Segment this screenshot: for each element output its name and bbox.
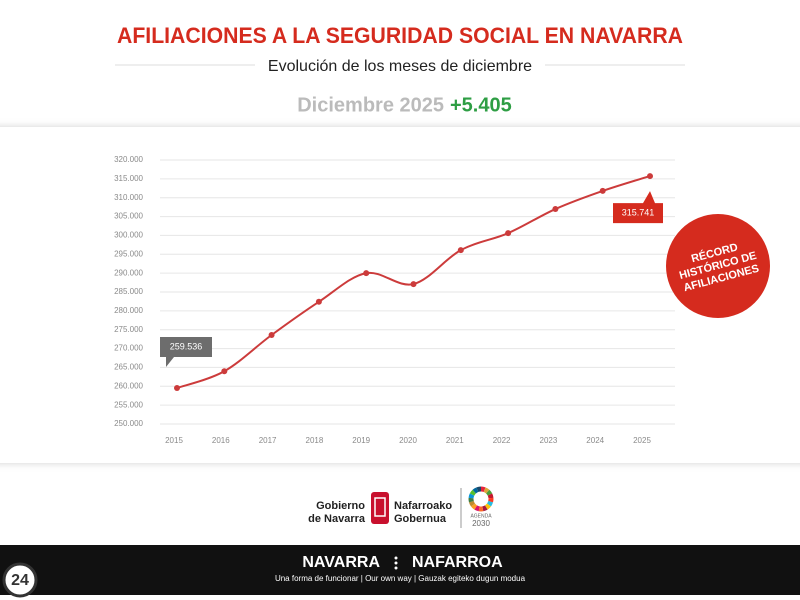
period: Diciembre 2025 [297, 94, 444, 116]
x-tick-label: 2024 [586, 436, 604, 445]
point [268, 331, 275, 338]
ring-segment [471, 503, 478, 510]
value-label: 259.536 [170, 341, 203, 351]
subtitle: Evolución de los meses de diciembre [268, 58, 532, 75]
point [647, 173, 653, 180]
ring-segment [486, 500, 494, 507]
point [552, 206, 559, 213]
badge-circle [666, 214, 770, 318]
ring-segment [468, 493, 475, 499]
ring-segment [469, 489, 477, 496]
ring-segment [472, 487, 479, 494]
shield-mark [374, 497, 386, 517]
ring-segment [474, 505, 480, 512]
point [363, 270, 370, 277]
y-tick-label: 285.000 [114, 287, 143, 296]
x-tick-label: 2020 [399, 436, 417, 445]
footer-bar [0, 545, 800, 595]
y-tick-label: 265.000 [114, 363, 143, 372]
callout [160, 337, 212, 368]
callout [613, 191, 663, 224]
logos: Gobierno de Navarra Nafarroako Gobernua … [308, 486, 494, 528]
y-tick-label: 300.000 [114, 231, 143, 240]
y-tick-label: 305.000 [114, 212, 143, 221]
x-tick-label: 2017 [259, 436, 277, 445]
logo-text: de Navarra [308, 513, 366, 525]
y-tick-label: 255.000 [114, 400, 143, 409]
x-tick-label: 2016 [212, 436, 230, 445]
agenda-ring [468, 486, 494, 512]
x-tick-label: 2015 [165, 436, 183, 445]
logo-text: 2030 [472, 519, 490, 528]
badge-24 [2, 562, 38, 598]
x-tick-label: 2022 [493, 436, 511, 445]
x-tick-label: 2021 [446, 436, 464, 445]
badge-24-text: 24 [11, 572, 29, 589]
ring-segment [487, 493, 494, 499]
footer-brand: NAVARRA [302, 554, 380, 571]
chart-panel [0, 127, 800, 463]
record-badge: RÉCORD HISTÓRICO DE AFILIACIONES [666, 214, 770, 318]
logo-text: AGENDA [470, 513, 492, 519]
y-tick-label: 260.000 [114, 381, 143, 390]
ring-segment [480, 486, 486, 493]
y-tick-label: 315.000 [114, 174, 143, 183]
x-tick-label: 2019 [352, 436, 370, 445]
point [174, 385, 180, 392]
ring-segment [485, 489, 493, 496]
logo-text: Nafarroako [394, 500, 452, 512]
point [505, 230, 512, 237]
y-tick-label: 275.000 [114, 325, 143, 334]
y-tick-label: 250.000 [114, 419, 143, 428]
y-tick-label: 290.000 [114, 268, 143, 277]
ring-segment [476, 486, 482, 493]
footer-tagline: Una forma de funcionar | Our own way | G… [275, 574, 526, 583]
point [457, 247, 464, 254]
point [410, 281, 417, 288]
x-tick-label: 2023 [540, 436, 558, 445]
point [221, 368, 228, 375]
x-tick-label: 2018 [306, 436, 324, 445]
footer-brand: NAFARROA [412, 554, 503, 571]
change: +5.405 [450, 94, 512, 116]
point [315, 298, 322, 305]
y-tick-label: 280.000 [114, 306, 143, 315]
brand-dots [394, 556, 398, 570]
ring-segment [484, 503, 491, 510]
logo-text: Gobierno [316, 500, 365, 512]
point [599, 187, 606, 194]
title: AFILIACIONES A LA SEGURIDAD SOCIAL EN NA… [117, 23, 683, 48]
value-label: 315.741 [622, 207, 655, 217]
y-tick-label: 270.000 [114, 344, 143, 353]
logo-text: Gobernua [394, 513, 447, 525]
ring-segment [482, 505, 488, 512]
x-tick-label: 2025 [633, 436, 651, 445]
y-tick-label: 310.000 [114, 193, 143, 202]
ring-segment [483, 487, 490, 494]
subtitle-bg [255, 56, 545, 76]
y-tick-label: 320.000 [114, 155, 143, 164]
plot: 250.000 255.000 260.000 265.000 270.000 275.0… [114, 155, 675, 445]
shield [371, 492, 389, 524]
ring-segment [468, 500, 476, 507]
y-tick-label: 295.000 [114, 249, 143, 258]
